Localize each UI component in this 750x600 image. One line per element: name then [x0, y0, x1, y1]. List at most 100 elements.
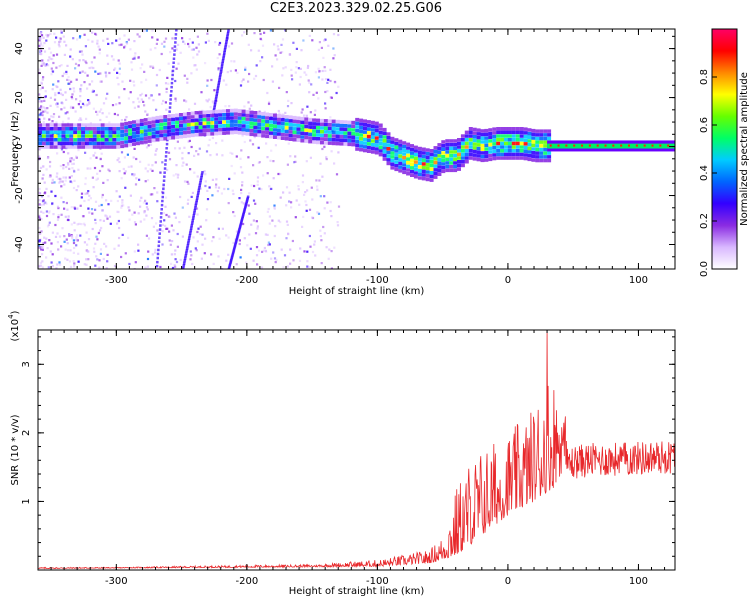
- ridge-cell: [363, 134, 367, 138]
- noise-cell: [95, 178, 98, 181]
- ridge-cell: [339, 142, 344, 146]
- noise-cell: [81, 70, 84, 73]
- streak-cell: [165, 147, 168, 150]
- noise-cell: [121, 199, 124, 202]
- ridge-cell: [202, 110, 207, 115]
- ridge-cell: [413, 163, 418, 168]
- ridge-cell: [206, 128, 211, 133]
- ridge-cell: [151, 135, 156, 139]
- noise-cell: [97, 72, 100, 75]
- ridge-cell: [504, 134, 508, 138]
- ridge-cell: [531, 147, 536, 151]
- noise-cell: [52, 61, 55, 65]
- ridge-cell: [81, 130, 86, 135]
- noise-cell: [41, 248, 44, 251]
- ridge-cell: [269, 135, 273, 139]
- noise-cell: [311, 39, 314, 42]
- noise-cell: [102, 257, 105, 261]
- noise-cell: [73, 206, 76, 209]
- noise-cell: [123, 46, 126, 49]
- noise-cell: [214, 186, 218, 189]
- streak-cell: [226, 35, 229, 38]
- ridge-cell: [437, 168, 442, 173]
- ridge-cell: [441, 140, 446, 144]
- ridge-cell: [398, 158, 403, 162]
- noise-cell: [227, 236, 230, 239]
- noise-cell: [47, 223, 50, 226]
- ridge-cell: [507, 138, 512, 142]
- noise-cell: [106, 253, 109, 256]
- ridge-cell: [300, 139, 305, 143]
- noise-cell: [71, 93, 74, 96]
- ridge-cell: [511, 127, 516, 131]
- ridge-cell: [453, 150, 458, 154]
- ridge-cell: [445, 161, 450, 165]
- noise-cell: [315, 91, 318, 94]
- noise-cell: [218, 237, 221, 240]
- x-tick-label: 0: [505, 275, 511, 286]
- noise-cell: [91, 90, 94, 93]
- noise-cell: [50, 190, 53, 193]
- ridge-cell: [53, 127, 58, 131]
- ridge-cell: [304, 135, 309, 140]
- noise-cell: [215, 153, 218, 156]
- noise-cell: [131, 213, 134, 216]
- ridge-cell: [41, 138, 46, 142]
- noise-cell: [257, 49, 260, 52]
- noise-cell: [231, 189, 234, 192]
- noise-cell: [173, 212, 176, 215]
- noise-cell: [127, 97, 130, 100]
- noise-cell: [332, 47, 335, 50]
- ridge-cell: [519, 145, 524, 149]
- ridge-cell: [410, 162, 414, 166]
- streak-cell: [193, 210, 196, 214]
- noise-cell: [242, 202, 245, 205]
- steady-peak-cell: [635, 144, 638, 147]
- ridge-cell: [437, 165, 442, 169]
- noise-cell: [87, 38, 90, 41]
- noise-cell: [177, 173, 180, 176]
- noise-cell: [156, 191, 159, 194]
- noise-cell: [71, 162, 74, 166]
- ridge-cell: [249, 110, 254, 115]
- ridge-cell: [492, 153, 497, 157]
- noise-cell: [295, 61, 298, 64]
- ridge-cell: [155, 119, 160, 124]
- noise-cell: [145, 214, 148, 217]
- ridge-cell: [218, 116, 223, 121]
- streak-cell: [189, 227, 193, 230]
- ridge-cell: [496, 145, 501, 149]
- noise-cell: [274, 54, 277, 57]
- noise-cell: [228, 177, 231, 180]
- noise-cell: [282, 266, 285, 269]
- noise-cell: [98, 266, 101, 269]
- spectrogram-cells: [38, 29, 675, 269]
- ridge-cell: [515, 134, 520, 138]
- noise-cell: [61, 74, 64, 78]
- noise-cell: [83, 81, 86, 84]
- ridge-cell: [464, 145, 469, 149]
- ridge-cell: [218, 127, 223, 132]
- noise-cell: [308, 81, 311, 84]
- ridge-cell: [45, 141, 50, 146]
- noise-cell: [39, 106, 42, 109]
- noise-cell: [158, 68, 161, 72]
- noise-cell: [67, 215, 70, 218]
- ridge-cell: [226, 112, 230, 117]
- noise-cell: [188, 108, 191, 111]
- noise-cell: [96, 177, 99, 180]
- noise-cell: [248, 107, 251, 110]
- noise-cell: [57, 216, 60, 219]
- ridge-cell: [496, 156, 501, 160]
- ridge-cell: [202, 117, 207, 122]
- noise-cell: [92, 154, 95, 157]
- ridge-cell: [382, 146, 387, 150]
- ridge-cell: [253, 111, 258, 115]
- ridge-cell: [472, 135, 477, 139]
- ridge-cell: [406, 157, 411, 161]
- noise-cell: [47, 64, 50, 67]
- ridge-cell: [104, 138, 109, 142]
- x-tick-label: 0: [505, 576, 511, 587]
- ridge-cell: [206, 132, 211, 136]
- ridge-cell: [206, 114, 211, 118]
